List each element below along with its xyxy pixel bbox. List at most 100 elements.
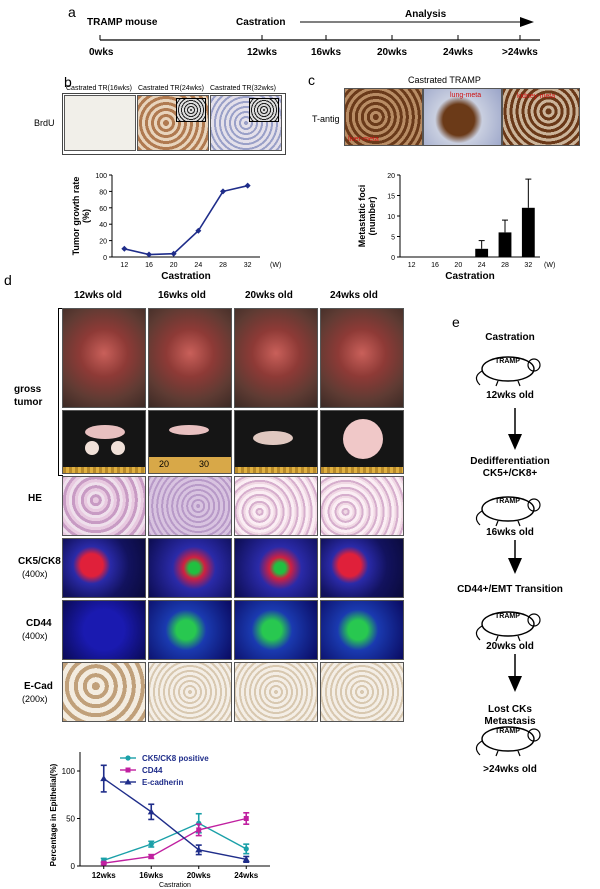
y-axis-label-line: (%) <box>81 209 91 223</box>
tantig-image-liver: liver-meta <box>344 88 423 146</box>
brdu-inset <box>249 98 279 122</box>
brdu-image-32wks <box>210 95 282 151</box>
y-tick-label: 0 <box>103 255 107 262</box>
brdu-caption-1: Castrated TR(16wks) <box>66 85 133 92</box>
ecad-image-12wks <box>62 662 146 722</box>
x-tick-label: 12 <box>408 262 416 269</box>
tantig-row-label: T-antig <box>312 114 340 124</box>
y-tick-label: 80 <box>99 189 107 196</box>
mouse-label: TRAMP <box>495 728 520 735</box>
legend-marker <box>125 755 131 761</box>
series-line <box>124 184 248 256</box>
mouse-label: TRAMP <box>495 498 520 505</box>
tumor-specimen <box>169 425 209 435</box>
row-label-ck: CK5/CK8 <box>18 556 61 567</box>
analysis-arrowhead <box>520 17 534 27</box>
step-4-title: Lost CKs Metastasis <box>484 704 536 727</box>
data-point <box>242 855 250 862</box>
column-header-16wks: 16wks old <box>158 290 206 301</box>
x-tick-label: 16 <box>145 262 153 269</box>
metastatic-foci-chart: 0 5 10 15 20 12 16 20 24 28 32 (W) Castration Metasta… <box>357 173 555 282</box>
mouse-label: TRAMP <box>495 358 520 365</box>
arrow-down-icon <box>508 540 522 574</box>
ck-image-24wks <box>320 538 404 598</box>
panel-letter-a: a <box>68 4 76 20</box>
tumor-image-12wks <box>62 410 146 474</box>
tantig-liver-annotation: liver-meta <box>348 136 379 143</box>
x-tick-label: 28 <box>501 262 509 269</box>
x-tick-label: 20 <box>170 262 178 269</box>
brdu-image-24wks <box>137 95 209 151</box>
row-label-cd44-mag: (400x) <box>22 631 48 641</box>
brdu-panel-frame <box>62 93 286 155</box>
series-line-1 <box>103 817 247 864</box>
series-line-0 <box>103 822 247 861</box>
brdu-row-label: BrdU <box>34 118 55 128</box>
y-axis-label-line: (number) <box>367 197 377 236</box>
step-2-age: 16wks old <box>486 527 534 538</box>
tantig-image-kidney: kidney-meta <box>502 88 580 146</box>
ruler-label-30: 30 <box>199 459 210 469</box>
tumor-image-24wks <box>320 410 404 474</box>
column-header-12wks: 12wks old <box>74 290 122 301</box>
column-header-20wks: 20wks old <box>245 290 293 301</box>
legend-label: CK5/CK8 positive <box>142 754 209 763</box>
cd44-image-20wks <box>234 600 318 660</box>
data-point <box>220 188 226 195</box>
timeline-tick-4: 24wks <box>443 47 474 58</box>
data-point <box>243 846 249 852</box>
x-tick-label: 20 <box>454 262 462 269</box>
y-tick-label: 20 <box>387 173 395 180</box>
mouse-label: TRAMP <box>495 613 520 620</box>
x-tick-label: 32 <box>524 262 532 269</box>
panel-letter-c: c <box>308 72 315 88</box>
epithelial-percentage-chart: 0 50 100 12wks 16wks 20wks 24wks Castration Perc… <box>49 752 270 889</box>
x-axis-label: Castration <box>161 271 210 282</box>
data-point <box>101 860 107 866</box>
y-tick-label: 10 <box>387 214 395 221</box>
gross-tumor-bracket <box>58 308 63 476</box>
ecad-image-24wks <box>320 662 404 722</box>
y-tick-label: 0 <box>71 862 76 871</box>
panel-letter-b: b <box>64 74 72 90</box>
brdu-caption-3: Castrated TR(32wks) <box>210 85 277 92</box>
x-unit-label: (W) <box>270 262 281 269</box>
timeline-tick-0: 0wks <box>89 47 114 58</box>
data-point <box>170 250 177 257</box>
ruler <box>235 467 317 473</box>
gross-image-20wks <box>234 308 318 408</box>
y-axis-label-line: Percentage in Epithelial(%) <box>49 763 58 866</box>
tumor-image-16wks: 20 30 <box>148 410 232 474</box>
panel-letter-e: e <box>452 314 460 330</box>
y-tick-label: 15 <box>387 194 395 201</box>
tumor-image-20wks <box>234 410 318 474</box>
tumor-specimen <box>85 441 99 455</box>
cd44-image-12wks <box>62 600 146 660</box>
ruler-label-20: 20 <box>159 459 170 469</box>
brdu-caption-2: Castrated TR(24wks) <box>138 85 205 92</box>
gross-image-24wks <box>320 308 404 408</box>
series-line-2 <box>103 778 247 861</box>
tantig-lung-annotation: lung-meta <box>450 92 482 99</box>
row-label-ecad: E-Cad <box>24 681 53 692</box>
x-axis-label: Castration <box>445 271 494 282</box>
cd44-image-16wks <box>148 600 232 660</box>
y-axis-label: Metastatic foci (number) <box>357 185 377 248</box>
panel-letter-d: d <box>4 272 12 288</box>
ck-image-16wks <box>148 538 232 598</box>
step-1-title: Castration <box>485 332 535 343</box>
ecad-image-20wks <box>234 662 318 722</box>
y-tick-label: 60 <box>99 206 107 213</box>
step-2-title: Dedifferentiation CK5+/CK8+ <box>470 456 550 479</box>
row-label-cd44: CD44 <box>26 618 52 629</box>
row-label-ecad-mag: (200x) <box>22 694 48 704</box>
timeline-tick-3: 20wks <box>377 47 408 58</box>
ck-image-20wks <box>234 538 318 598</box>
step-1-age: 12wks old <box>486 390 534 401</box>
timeline-ticks <box>99 35 521 40</box>
data-point <box>195 846 203 853</box>
he-image-16wks <box>148 476 232 536</box>
y-tick-label: 20 <box>99 239 107 246</box>
ck-image-12wks <box>62 538 146 598</box>
tantig-image-lung: lung-meta <box>423 88 502 146</box>
